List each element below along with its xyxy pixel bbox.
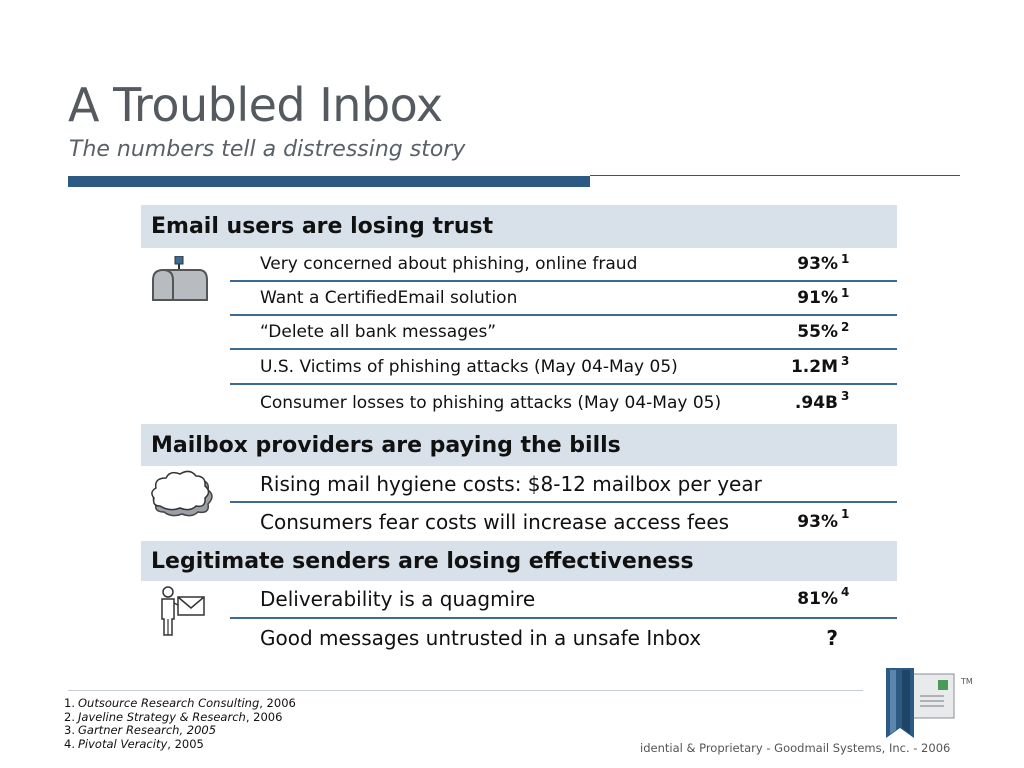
cloud-icon	[150, 468, 216, 522]
table-row: “Delete all bank messages” 55% 2	[230, 316, 897, 350]
section-heading-providers: Mailbox providers are paying the bills	[141, 424, 897, 466]
table-row: Rising mail hygiene costs: $8-12 mailbox…	[230, 466, 897, 503]
row-ref: 3	[841, 354, 850, 368]
row-label: Good messages untrusted in a unsafe Inbo…	[260, 626, 702, 650]
row-ref: 2	[841, 320, 850, 334]
footer-rule	[68, 690, 863, 691]
row-ref: 1	[841, 507, 850, 521]
section-heading-senders: Legitimate senders are losing effectiven…	[141, 541, 897, 581]
footnote: 3. Gartner Research, 2005	[64, 723, 217, 737]
footnotes: 1. Outsource Research Consulting, 2006 2.…	[64, 696, 296, 751]
table-row: Deliverability is a quagmire 81% 4	[230, 581, 897, 619]
footnote: 1. Outsource Research Consulting, 2006	[64, 696, 296, 710]
goodmail-logo-icon	[880, 668, 956, 744]
footnote: 4. Pivotal Veracity, 2005	[64, 736, 204, 751]
mailbox-icon	[151, 255, 209, 306]
row-label: Consumers fear costs will increase acces…	[260, 509, 730, 534]
copyright: idential & Proprietary - Goodmail System…	[640, 741, 951, 755]
page-title: A Troubled Inbox	[68, 78, 443, 132]
table-row: Very concerned about phishing, online fr…	[230, 248, 897, 282]
row-value: ?	[826, 626, 838, 650]
table-row: Consumers fear costs will increase acces…	[230, 503, 897, 540]
row-value: 1.2M	[790, 356, 838, 377]
row-value: 55%	[797, 322, 838, 342]
row-ref: 3	[841, 389, 850, 403]
row-ref: 1	[841, 286, 850, 300]
row-value: 81%	[797, 589, 838, 609]
table-row: U.S. Victims of phishing attacks (May 04…	[230, 350, 897, 385]
row-ref: 4	[841, 585, 850, 599]
trademark-mark: TM	[961, 677, 973, 686]
row-label: Want a CertifiedEmail solution	[260, 288, 518, 308]
footnote: 2. Javeline Strategy & Research, 2006	[64, 709, 283, 724]
row-label: Very concerned about phishing, online fr…	[260, 254, 638, 274]
row-value: .94B	[794, 393, 838, 413]
row-value: 93%	[797, 511, 838, 532]
row-value: 91%	[797, 288, 838, 308]
title-rule-thick	[68, 176, 590, 187]
row-label: Deliverability is a quagmire	[260, 587, 536, 611]
row-label: U.S. Victims of phishing attacks (May 04…	[260, 356, 678, 377]
row-value: 93%	[797, 254, 838, 274]
section-heading-trust: Email users are losing trust	[141, 205, 897, 248]
row-label: Rising mail hygiene costs: $8-12 mailbox…	[260, 471, 762, 496]
table-row: Consumer losses to phishing attacks (May…	[230, 385, 897, 421]
table-row: Want a CertifiedEmail solution 91% 1	[230, 282, 897, 316]
row-label: Consumer losses to phishing attacks (May…	[260, 393, 722, 413]
title-rule-thin	[590, 175, 960, 176]
table-row: Good messages untrusted in a unsafe Inbo…	[230, 619, 897, 657]
row-label: “Delete all bank messages”	[260, 322, 497, 342]
page-subtitle: The numbers tell a distressing story	[69, 137, 466, 162]
row-ref: 1	[841, 252, 850, 266]
person-with-envelope-icon	[156, 585, 208, 641]
